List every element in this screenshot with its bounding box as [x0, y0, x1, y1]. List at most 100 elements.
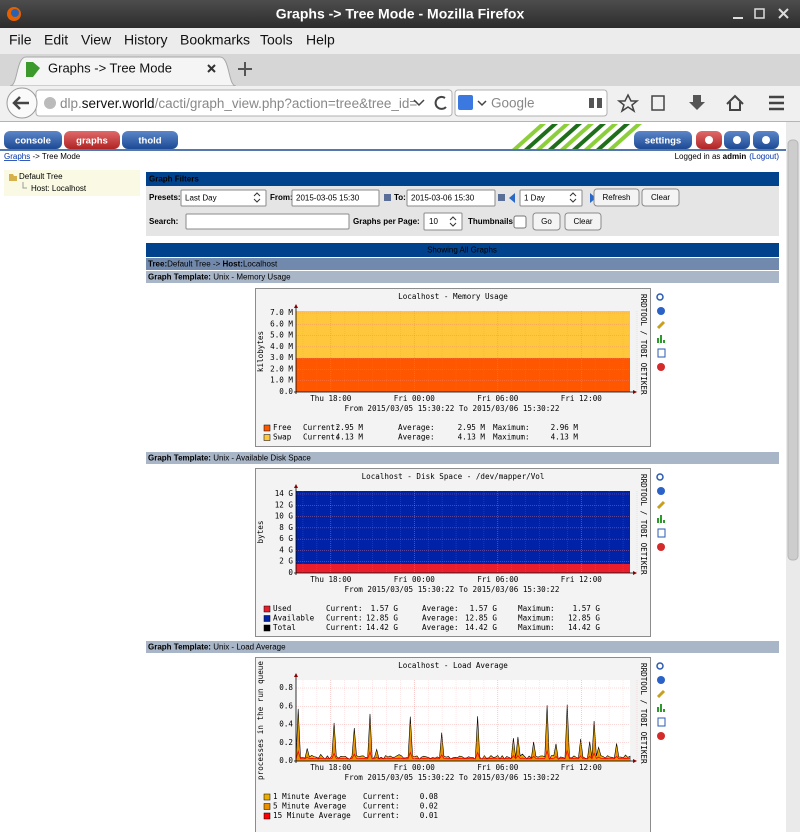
scrollbar-thumb[interactable]: [787, 139, 799, 561]
menu-item[interactable]: Tools: [260, 32, 293, 48]
search-field[interactable]: [454, 89, 608, 117]
legend-column-label: Average:: [422, 614, 459, 623]
url-part: dlp.: [60, 96, 82, 111]
tree-root[interactable]: Default Tree: [19, 172, 63, 181]
span-select-value[interactable]: 1 Day: [524, 194, 545, 203]
menu-item[interactable]: Help: [306, 32, 335, 48]
refresh-button[interactable]: [593, 188, 640, 207]
search-input[interactable]: [185, 213, 350, 230]
legend-value: 1.57 G: [573, 604, 601, 613]
y-tick-label: 2.0 M: [270, 364, 293, 373]
cacti-tab[interactable]: [122, 131, 178, 149]
per-page-select-value[interactable]: 10: [429, 217, 438, 226]
maximize-button[interactable]: [754, 8, 765, 19]
header-icon: [705, 136, 713, 144]
tab-title[interactable]: Graphs -> Tree Mode: [48, 60, 172, 75]
menu-item[interactable]: History: [124, 32, 168, 48]
chart-icon[interactable]: [657, 515, 665, 523]
properties-icon[interactable]: [657, 307, 665, 315]
home-button[interactable]: [726, 94, 744, 111]
bookmarks-list[interactable]: [651, 95, 665, 111]
calendar-icon[interactable]: [498, 194, 505, 201]
settings-label[interactable]: settings: [645, 136, 681, 147]
preset-select-value[interactable]: Last Day: [185, 194, 217, 203]
chart-icon[interactable]: [657, 704, 665, 712]
tree-host[interactable]: Host: Localhost: [31, 184, 87, 193]
zoom-icon[interactable]: [656, 662, 664, 670]
zoom-icon[interactable]: [656, 293, 664, 301]
go-button-label[interactable]: Go: [541, 217, 552, 226]
cacti-tab-label[interactable]: graphs: [76, 136, 108, 147]
csv-icon[interactable]: [656, 500, 666, 510]
zoom-icon[interactable]: [656, 473, 664, 481]
csv-icon[interactable]: [656, 689, 666, 699]
y-tick-label: 1.0 M: [270, 376, 293, 385]
shift-left[interactable]: [509, 193, 515, 203]
doc-icon[interactable]: [657, 528, 666, 538]
from-input-value[interactable]: 2015-03-05 15:30: [296, 194, 360, 203]
logout-link[interactable]: (Logout): [749, 152, 779, 161]
close-button[interactable]: [778, 8, 789, 19]
from-input[interactable]: [291, 189, 380, 207]
menu-button[interactable]: [769, 95, 784, 111]
downloads-button[interactable]: [689, 95, 705, 110]
clear-button[interactable]: [564, 212, 602, 231]
tree-name: Default Tree ->: [167, 260, 222, 269]
cacti-tab[interactable]: [64, 131, 120, 149]
search-engine-icon: [458, 95, 473, 110]
shift-right[interactable]: [590, 193, 596, 203]
area-free: [296, 358, 630, 392]
properties-icon[interactable]: [657, 487, 665, 495]
delete-icon[interactable]: [657, 732, 665, 740]
refresh-button-label[interactable]: Refresh: [602, 193, 630, 202]
doc-icon[interactable]: [657, 717, 666, 727]
tab[interactable]: [9, 56, 237, 87]
preset-select[interactable]: [180, 189, 267, 207]
menu-item[interactable]: Edit: [44, 32, 68, 48]
tab-close[interactable]: [207, 64, 216, 73]
reload-button[interactable]: [434, 95, 447, 110]
menu-item[interactable]: View: [81, 32, 112, 48]
cacti-tab[interactable]: [4, 131, 62, 149]
y-tick-label: 2 G: [279, 557, 293, 566]
x-tick-label: Fri 12:00: [561, 575, 603, 584]
filter-label: To:: [394, 193, 406, 202]
settings-tab[interactable]: [634, 131, 692, 149]
properties-icon[interactable]: [657, 676, 665, 684]
legend-column-label: Maximum:: [518, 604, 555, 613]
breadcrumb-link[interactable]: Graphs: [4, 152, 30, 161]
calendar-icon[interactable]: [384, 194, 391, 201]
span-select[interactable]: [519, 189, 583, 207]
y-tick-label: 0.6: [279, 701, 293, 710]
search-dropdown: [477, 100, 487, 107]
menu-item[interactable]: File: [9, 32, 32, 48]
url-dropdown[interactable]: [413, 99, 425, 107]
go-button[interactable]: [532, 212, 561, 231]
legend-value: 0.08: [420, 792, 439, 801]
delete-icon[interactable]: [657, 363, 665, 371]
clear-button-label[interactable]: Clear: [651, 193, 670, 202]
legend-name: Free: [273, 423, 292, 432]
legend-column-label: Current:: [326, 623, 363, 632]
cacti-tab-label[interactable]: console: [15, 136, 51, 147]
csv-icon[interactable]: [656, 320, 666, 330]
clear-button-label[interactable]: Clear: [573, 217, 592, 226]
tree-path: Tree:Default Tree -> Host:Localhost: [148, 260, 278, 269]
clear-button[interactable]: [641, 188, 680, 207]
delete-icon[interactable]: [657, 543, 665, 551]
y-tick-label: 6.0 M: [270, 319, 293, 328]
x-tick-label: Fri 00:00: [394, 763, 436, 772]
cacti-tab-label[interactable]: thold: [138, 136, 161, 147]
menu-item[interactable]: Bookmarks: [180, 32, 250, 48]
to-input[interactable]: [406, 189, 496, 207]
new-tab[interactable]: [238, 62, 252, 76]
y-axis-label: kilobytes: [256, 331, 265, 372]
doc-icon[interactable]: [657, 348, 666, 358]
x-tick-label: Fri 12:00: [561, 763, 603, 772]
bookmark-star[interactable]: [616, 93, 640, 113]
to-input-value[interactable]: 2015-03-06 15:30: [411, 194, 475, 203]
chart-icon[interactable]: [657, 335, 665, 343]
search-button[interactable]: [589, 98, 602, 108]
thumbnails-checkbox[interactable]: [513, 215, 527, 229]
